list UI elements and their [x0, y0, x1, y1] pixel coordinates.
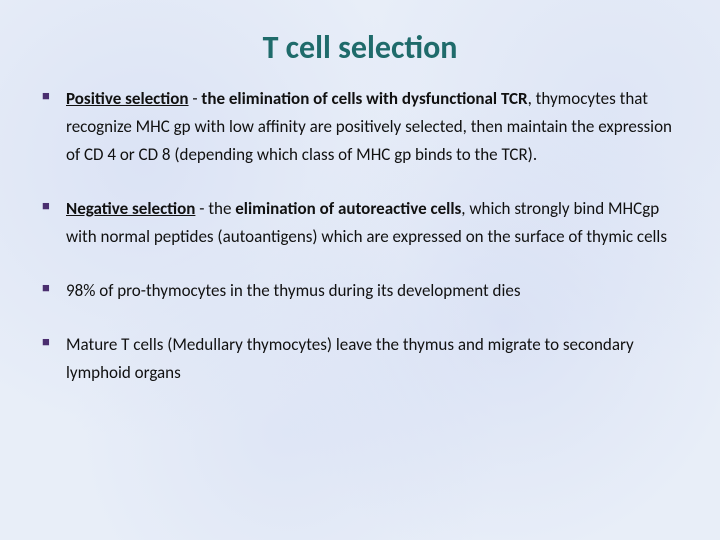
bullet-negative-selection: Negative selection - the elimination of … [40, 195, 680, 251]
body-text: 98% of pro-thymocytes in the thymus duri… [66, 280, 521, 301]
lead-term: Negative selection [66, 198, 195, 219]
bullet-list: Positive selection - the elimination of … [40, 85, 680, 387]
lead-term: Positive selection [66, 88, 189, 109]
dash: - [189, 88, 202, 109]
key-phrase: the elimination of cells with dysfunctio… [201, 88, 527, 109]
dash: - [195, 198, 208, 219]
key-phrase: elimination of autoreactive cells [235, 198, 461, 219]
slide-title: T cell selection [40, 28, 680, 67]
pre-text: the [208, 198, 235, 219]
body-text: Mature T cells (Medullary thymocytes) le… [66, 334, 634, 383]
bullet-death-rate: 98% of pro-thymocytes in the thymus duri… [40, 277, 680, 305]
bullet-positive-selection: Positive selection - the elimination of … [40, 85, 680, 169]
bullet-mature-tcells: Mature T cells (Medullary thymocytes) le… [40, 331, 680, 387]
slide-container: T cell selection Positive selection - th… [0, 0, 720, 540]
